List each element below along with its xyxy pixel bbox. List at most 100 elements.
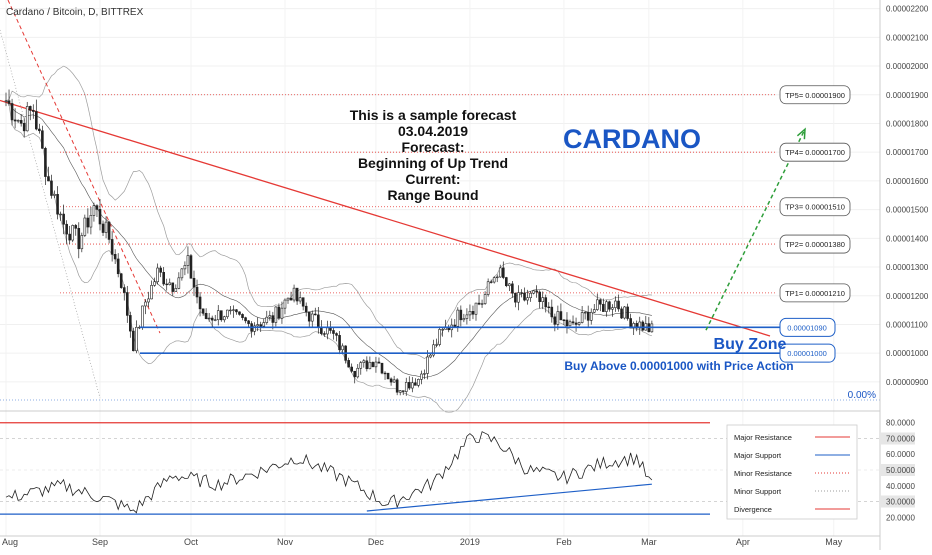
candle-body [565,319,569,327]
candle-body [229,309,232,312]
candle-body [44,148,47,177]
forecast-arrow [705,127,806,331]
candle-body [262,322,266,327]
time-tick: Dec [368,537,385,547]
target-callouts: TP5= 0.00001900 TP4= 0.00001700 TP3= 0.000… [779,85,851,303]
candle-body [256,324,259,327]
candle-body [159,267,162,273]
price-tick: 0.00001000 [886,349,929,358]
zone-callout-box [779,317,836,337]
time-tick: Oct [184,537,199,547]
osc-tick-highlight [881,495,915,508]
candle-body [608,301,611,310]
candle-body [365,360,369,370]
buy-zone-label: Buy Zone [714,336,787,353]
candle-body [329,327,332,331]
candle-body [83,217,87,236]
candle-body [553,316,557,325]
candle-body [13,119,17,122]
candle-body [538,291,541,302]
candle-body [122,287,126,293]
candle-body [204,312,208,320]
candle-body [398,390,402,393]
candle-body [417,379,420,386]
osc-legend: Major Resistance Major Support Minor Resis… [726,424,858,520]
candle-body [371,361,375,368]
candle-body [559,311,563,321]
candle-body [150,285,153,300]
legend-label: Divergence [734,505,772,514]
candle-body [298,297,302,302]
candle-body [7,100,11,104]
candle-body [474,302,478,315]
candle-body [577,322,581,325]
candle-body [53,194,56,196]
price-tick: 0.00001600 [886,177,929,186]
price-tick: 0.00002200 [886,5,929,14]
buy-zone: 0.00001090 0.00001000 [0,317,880,401]
legend-box [726,424,858,520]
minor-resistance-line [7,0,161,334]
candle-body [462,318,466,321]
candle-body [174,288,178,292]
forecast-line: Range Bound [388,187,479,203]
time-tick: Mar [641,537,657,547]
candle-body [310,313,314,322]
candle-body [74,225,78,229]
candle-body [247,320,250,324]
price-tick: 0.00001700 [886,148,929,157]
candle-body [374,361,378,368]
price-tick: 0.00001400 [886,234,929,243]
candle-body [580,312,584,323]
candle-body [386,372,390,380]
candle-body [623,306,626,319]
candle-body [89,215,93,228]
candle-body [207,317,211,320]
target-callout-box [779,283,851,303]
time-tick: Nov [277,537,294,547]
candle-body [41,130,44,149]
candle-body [383,372,387,375]
candle-body [186,255,190,266]
candle-body [292,287,296,301]
candle-body [238,311,241,315]
candle-body [420,373,423,380]
target-callout-box [779,142,851,162]
candle-body [265,316,269,323]
time-tick: May [825,537,843,547]
candle-body [110,239,114,255]
candle-body [107,221,111,240]
candle-body [356,367,360,378]
target-callout-box [779,85,851,105]
candle-body [162,271,165,285]
candle-body [338,335,341,351]
osc-tick-highlight [881,464,915,476]
candle-body [547,306,551,309]
candle-body [268,315,272,318]
osc-tick: 70.0000 [886,434,915,443]
candle-body [47,176,50,182]
candle-body [22,123,26,132]
candle-body [571,321,575,324]
candle-body [477,302,481,305]
candle-body [438,329,441,345]
candle-body [517,292,520,303]
candle-body [201,308,205,314]
candle-body [489,281,493,283]
candle-body [350,366,353,372]
candle-body [614,300,617,308]
candle-body [92,205,96,216]
candle-body [56,194,59,215]
fib-label: 0.00% [848,390,876,401]
band-middle [5,100,652,378]
candle-body [320,327,323,334]
candle-body [189,255,193,279]
candle-body [514,292,517,303]
candle-body [28,106,32,111]
candle-body [611,307,614,310]
candle-body [98,209,102,225]
time-tick: Sep [92,537,108,547]
candle-body [414,382,417,386]
candle-body [335,333,338,336]
